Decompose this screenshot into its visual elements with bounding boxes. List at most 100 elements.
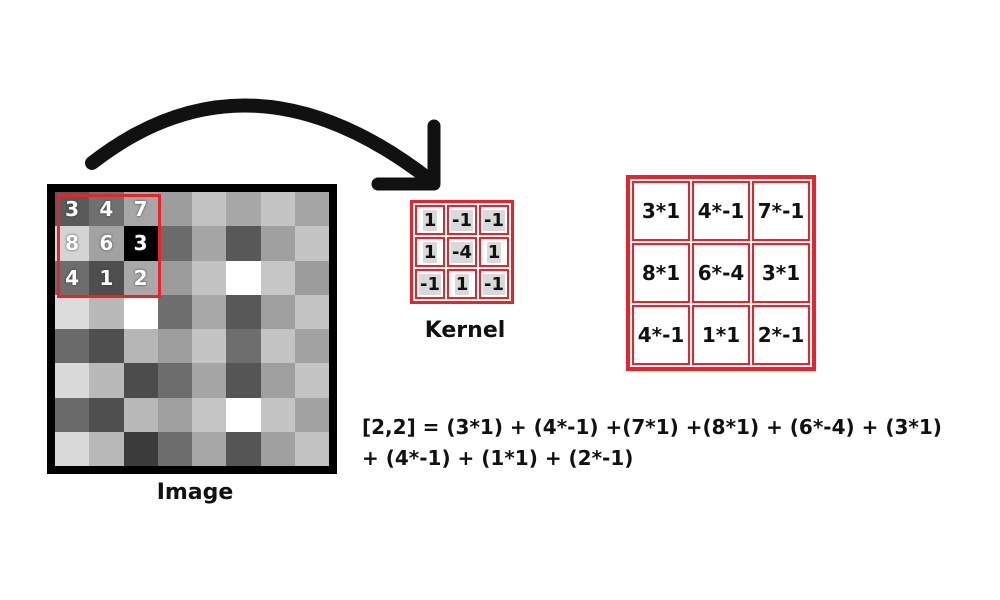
- image-pixel: [260, 260, 295, 295]
- image-pixel: [226, 329, 261, 364]
- image-pixel: [260, 397, 295, 432]
- image-pixel: [226, 431, 261, 466]
- kernel-value: 1: [486, 241, 502, 263]
- image-pixel: [55, 397, 90, 432]
- convolution-formula: [2,2] = (3*1) + (4*-1) +(7*1) +(8*1) + (…: [362, 412, 982, 474]
- image-pixel: 3: [123, 226, 158, 261]
- image-pixel: [226, 294, 261, 329]
- image-pixel: 6: [89, 226, 124, 261]
- image-pixel: 4: [89, 192, 124, 227]
- product-cell: 1*1: [692, 305, 750, 365]
- image-pixel: [192, 226, 227, 261]
- product-cell: 2*-1: [752, 305, 810, 365]
- formula-line-2: + (4*-1) + (1*1) + (2*-1): [362, 446, 634, 470]
- kernel-caption: Kernel: [424, 318, 506, 343]
- image-pixel: [157, 397, 192, 432]
- image-pixel: [260, 431, 295, 466]
- image-pixel: 4: [55, 260, 90, 295]
- image-pixel: [294, 397, 329, 432]
- image-pixel: [226, 260, 261, 295]
- image-pixel: [192, 260, 227, 295]
- kernel-value: -1: [419, 273, 441, 295]
- kernel-value: -1: [483, 209, 505, 231]
- image-pixel: [157, 431, 192, 466]
- image-pixel: [294, 363, 329, 398]
- image-pixel: [55, 329, 90, 364]
- image-pixel: [294, 294, 329, 329]
- product-cell: 8*1: [632, 243, 690, 303]
- image-pixel: [157, 260, 192, 295]
- kernel-cell: -4: [447, 237, 477, 267]
- product-matrix: 3*1 4*-1 7*-1 8*1 6*-4 3*1 4*-1 1*1 2*-1: [626, 175, 816, 371]
- image-pixel: 3: [55, 192, 90, 227]
- kernel-cell: -1: [479, 269, 509, 299]
- image-pixel: [294, 226, 329, 261]
- image-pixel: [260, 294, 295, 329]
- image-pixel: [260, 363, 295, 398]
- kernel-matrix: 1 -1 -1 1 -4 1 -1 1 -1: [410, 200, 514, 304]
- image-pixel: [294, 431, 329, 466]
- image-pixel: [192, 329, 227, 364]
- image-pixel: [192, 363, 227, 398]
- kernel-cell: 1: [415, 205, 445, 235]
- image-pixel: [157, 363, 192, 398]
- image-pixel: [89, 294, 124, 329]
- image-pixel: [294, 329, 329, 364]
- kernel-cell: -1: [415, 269, 445, 299]
- image-pixel: [89, 397, 124, 432]
- image-pixel: [123, 363, 158, 398]
- image-pixel: [192, 192, 227, 227]
- image-pixel: [55, 363, 90, 398]
- product-cell: 7*-1: [752, 181, 810, 241]
- product-cell: 4*-1: [632, 305, 690, 365]
- formula-line-1: [2,2] = (3*1) + (4*-1) +(7*1) +(8*1) + (…: [362, 415, 942, 439]
- kernel-cell: 1: [447, 269, 477, 299]
- image-pixel: [192, 397, 227, 432]
- image-pixel: [192, 431, 227, 466]
- image-pixel: [226, 397, 261, 432]
- kernel-value: 1: [422, 241, 438, 263]
- product-cell: 3*1: [632, 181, 690, 241]
- image-pixel: [89, 363, 124, 398]
- image-pixel: [123, 329, 158, 364]
- image-pixel: [157, 294, 192, 329]
- image-pixel: [123, 294, 158, 329]
- product-cell: 3*1: [752, 243, 810, 303]
- product-cell: 6*-4: [692, 243, 750, 303]
- image-pixel: [226, 363, 261, 398]
- image-pixel: [157, 329, 192, 364]
- image-pixel: [226, 192, 261, 227]
- kernel-cell: -1: [479, 205, 509, 235]
- image-pixel: [294, 192, 329, 227]
- kernel-value: -1: [451, 209, 473, 231]
- image-pixel: 8: [55, 226, 90, 261]
- image-caption: Image: [156, 480, 234, 505]
- image-pixel: 1: [89, 260, 124, 295]
- kernel-value: 1: [422, 209, 438, 231]
- kernel-value: -4: [451, 241, 473, 263]
- image-pixel: [294, 260, 329, 295]
- kernel-value: 1: [454, 273, 470, 295]
- kernel-cell: 1: [479, 237, 509, 267]
- kernel-value: -1: [483, 273, 505, 295]
- image-pixel: [123, 431, 158, 466]
- image-pixel: 7: [123, 192, 158, 227]
- image-pixel: [226, 226, 261, 261]
- kernel-cell: 1: [415, 237, 445, 267]
- kernel-cell: -1: [447, 205, 477, 235]
- image-pixel: 2: [123, 260, 158, 295]
- image-pixel: [157, 226, 192, 261]
- image-pixel: [260, 329, 295, 364]
- image-pixel: [55, 294, 90, 329]
- image-pixel: [89, 431, 124, 466]
- image-pixel: [55, 431, 90, 466]
- image-pixel: [157, 192, 192, 227]
- image-pixel: [260, 226, 295, 261]
- image-pixel: [260, 192, 295, 227]
- product-cell: 4*-1: [692, 181, 750, 241]
- receptive-field-highlight: [57, 194, 161, 298]
- image-pixel: [192, 294, 227, 329]
